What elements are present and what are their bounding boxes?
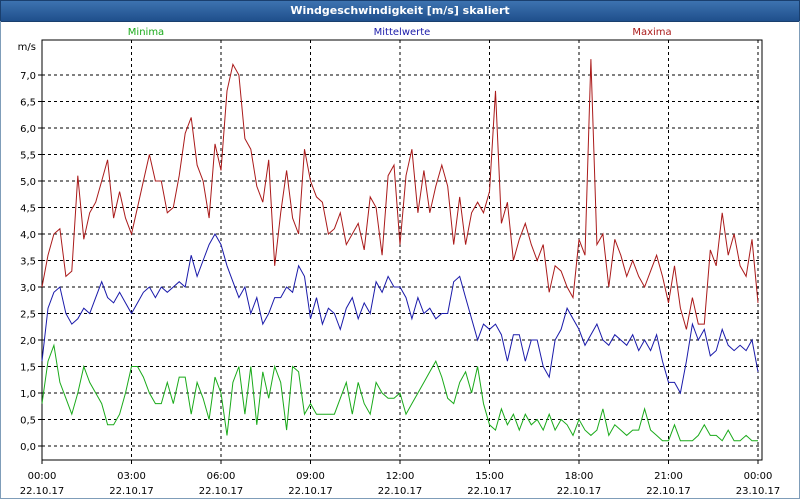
x-tick-date: 22.10.17 bbox=[378, 486, 423, 497]
x-tick-date: 22.10.17 bbox=[646, 486, 691, 497]
legend-mittelwerte: Mittelwerte bbox=[374, 27, 431, 38]
grid-lines bbox=[42, 40, 762, 460]
chart-title: Windgeschwindigkeit [m/s] skaliert bbox=[0, 0, 800, 22]
y-tick-label: 6,5 bbox=[20, 98, 36, 109]
y-tick-label: 5,0 bbox=[20, 177, 36, 188]
series-line-minima bbox=[41, 343, 758, 442]
y-tick-label: 4,5 bbox=[20, 204, 36, 215]
y-tick-label: 4,0 bbox=[20, 230, 36, 241]
y-tick-label: 2,5 bbox=[20, 310, 36, 321]
y-axis-unit: m/s bbox=[18, 42, 36, 53]
legend-minima: Minima bbox=[128, 27, 164, 38]
plot-area bbox=[41, 39, 763, 461]
series-lines bbox=[41, 59, 759, 442]
y-tick-label: 3,5 bbox=[20, 257, 36, 268]
legend: Minima Mittelwerte Maxima bbox=[128, 27, 672, 38]
y-tick-label: 1,5 bbox=[20, 363, 36, 374]
x-tick-time: 15:00 bbox=[475, 471, 504, 482]
series-line-mittelwerte bbox=[41, 232, 759, 395]
x-tick-time: 12:00 bbox=[386, 471, 415, 482]
series-line-maxima bbox=[41, 59, 759, 330]
y-tick-label: 0,0 bbox=[20, 442, 36, 453]
x-tick-time: 03:00 bbox=[117, 471, 146, 482]
y-tick-label: 7,0 bbox=[20, 71, 36, 82]
x-axis: 00:00 22.10.17 03:00 22.10.17 06:00 22.10.17 0… bbox=[20, 460, 781, 497]
x-tick-date: 22.10.17 bbox=[288, 486, 333, 497]
y-tick-label: 0,5 bbox=[20, 416, 36, 427]
x-tick-date: 22.10.17 bbox=[109, 486, 154, 497]
legend-maxima: Maxima bbox=[632, 27, 671, 38]
x-tick-time: 09:00 bbox=[296, 471, 325, 482]
y-tick-label: 3,0 bbox=[20, 283, 36, 294]
x-tick-time: 21:00 bbox=[654, 471, 683, 482]
y-tick-label: 2,0 bbox=[20, 336, 36, 347]
y-tick-label: 1,0 bbox=[20, 389, 36, 400]
x-tick-date: 23.10.17 bbox=[736, 486, 781, 497]
x-tick-time: 00:00 bbox=[28, 471, 57, 482]
y-tick-label: 6,0 bbox=[20, 124, 36, 135]
y-axis: m/s 0,0 0,5 1,0 1,5 2,0 2,5 3,0 3,5 4,0 4,5 5,0 5,5 6… bbox=[18, 42, 42, 453]
x-tick-time: 18:00 bbox=[565, 471, 594, 482]
x-tick-time: 06:00 bbox=[207, 471, 236, 482]
y-tick-label: 5,5 bbox=[20, 151, 36, 162]
x-tick-date: 22.10.17 bbox=[20, 486, 65, 497]
x-tick-date: 22.10.17 bbox=[467, 486, 512, 497]
x-tick-time: 00:00 bbox=[744, 471, 773, 482]
x-tick-date: 22.10.17 bbox=[557, 486, 602, 497]
x-tick-date: 22.10.17 bbox=[199, 486, 244, 497]
